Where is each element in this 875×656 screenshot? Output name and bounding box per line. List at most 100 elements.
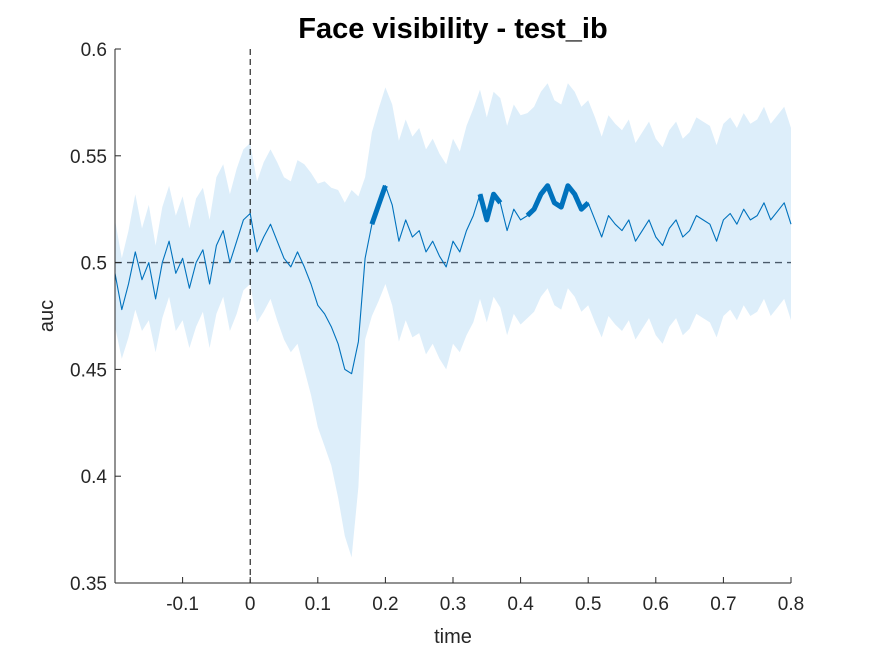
auc-point: [195, 261, 197, 263]
auc-point: [776, 210, 778, 212]
auc-point: [702, 219, 704, 221]
auc-point: [655, 236, 657, 238]
auc-point: [465, 229, 467, 231]
auc-point: [648, 219, 650, 221]
auc-point: [445, 266, 447, 268]
y-tick-label: 0.4: [81, 467, 108, 488]
auc-point: [134, 251, 136, 253]
significant-segment: [477, 191, 503, 223]
auc-point: [364, 257, 366, 259]
y-tick-label: 0.5: [81, 254, 107, 275]
auc-point: [661, 244, 663, 246]
y-tick-label: 0.35: [70, 574, 107, 595]
x-tick-label: 0.1: [305, 594, 331, 615]
auc-point: [121, 308, 123, 310]
x-tick-label: 0.3: [440, 594, 466, 615]
x-tick-label: 0.6: [643, 594, 669, 615]
auc-point: [161, 261, 163, 263]
significant-segment: [525, 183, 590, 218]
auc-point: [303, 266, 305, 268]
auc-point: [513, 208, 515, 210]
x-axis-label: time: [434, 626, 472, 648]
auc-point: [634, 240, 636, 242]
auc-line: [114, 185, 792, 375]
auc-point: [283, 257, 285, 259]
auc-point: [229, 261, 231, 263]
auc-point: [310, 283, 312, 285]
auc-point: [127, 283, 129, 285]
auc-point: [175, 272, 177, 274]
auc-point: [154, 298, 156, 300]
y-tick-label: 0.55: [70, 147, 107, 168]
auc-point: [236, 240, 238, 242]
auc-point: [330, 326, 332, 328]
auc-point: [249, 212, 251, 214]
auc-point: [668, 227, 670, 229]
auc-point: [215, 244, 217, 246]
auc-point: [168, 240, 170, 242]
auc-point: [770, 219, 772, 221]
x-tick-label: 0.7: [710, 594, 736, 615]
auc-point: [472, 214, 474, 216]
auc-point: [722, 219, 724, 221]
auc-point: [317, 304, 319, 306]
auc-point: [263, 236, 265, 238]
auc-point: [749, 219, 751, 221]
auc-point: [276, 240, 278, 242]
auc-point: [398, 240, 400, 242]
y-tick-label: 0.6: [81, 40, 107, 61]
auc-point: [459, 251, 461, 253]
auc-point: [682, 236, 684, 238]
auc-point: [519, 219, 521, 221]
auc-point: [222, 229, 224, 231]
auc-point: [290, 266, 292, 268]
auc-point: [432, 240, 434, 242]
y-tick-label: 0.45: [70, 360, 107, 381]
auc-point: [736, 223, 738, 225]
auc-point: [715, 240, 717, 242]
auc-point: [607, 214, 609, 216]
x-tick-label: 0.2: [372, 594, 398, 615]
auc-point: [628, 219, 630, 221]
auc-point: [614, 223, 616, 225]
auc-point: [148, 261, 150, 263]
auc-point: [357, 340, 359, 342]
auc-point: [425, 251, 427, 253]
auc-point: [337, 343, 339, 345]
auc-point: [181, 257, 183, 259]
auc-point: [743, 208, 745, 210]
auc-point: [594, 219, 596, 221]
auc-point: [506, 229, 508, 231]
auc-point: [323, 313, 325, 315]
auc-point: [601, 236, 603, 238]
auc-point: [202, 249, 204, 251]
auc-point: [405, 219, 407, 221]
y-axis-label: auc: [36, 300, 58, 332]
x-tick-label: -0.1: [166, 594, 199, 615]
auc-point: [418, 229, 420, 231]
plot-area: -0.1 0 0.1 0.2 0.3 0.4 0.5 0.6 0.7 0.8 0.35 0.4 0.45…: [70, 40, 804, 615]
auc-point: [688, 229, 690, 231]
chart-title: Face visibility - test_ib: [298, 13, 607, 45]
x-tick-label: 0.8: [778, 594, 804, 615]
auc-point: [256, 251, 258, 253]
auc-point: [296, 251, 298, 253]
auc-point: [695, 214, 697, 216]
auc-point: [729, 212, 731, 214]
auc-point: [709, 223, 711, 225]
auc-point: [391, 204, 393, 206]
auc-point: [621, 229, 623, 231]
auc-point: [242, 219, 244, 221]
auc-point: [641, 229, 643, 231]
auc-point: [141, 279, 143, 281]
significant-segment: [369, 184, 388, 226]
x-tick-label: 0.5: [575, 594, 601, 615]
auc-point: [763, 202, 765, 204]
x-tick-label: 0.4: [507, 594, 534, 615]
x-tick-label: 0: [245, 594, 256, 615]
auc-point: [188, 287, 190, 289]
confidence-band: [115, 83, 791, 558]
auc-point: [344, 368, 346, 370]
auc-point: [756, 214, 758, 216]
